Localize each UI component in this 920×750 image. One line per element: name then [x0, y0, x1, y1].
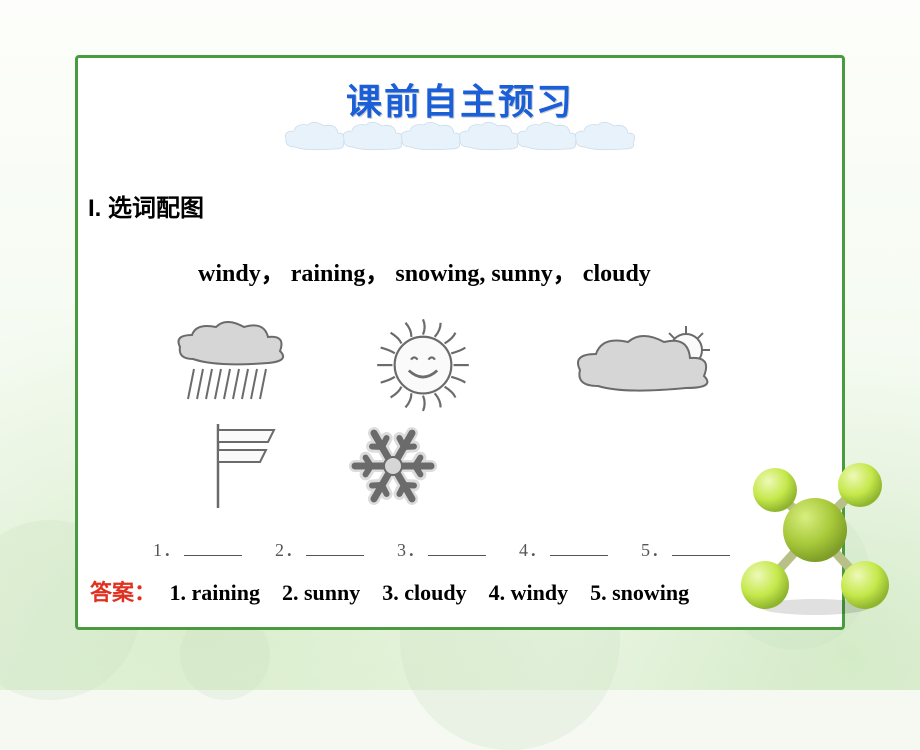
blank-number: 5．	[641, 540, 670, 560]
blank-number: 4．	[519, 540, 548, 560]
answer-item: 5. snowing	[590, 580, 689, 605]
icons-row-1	[168, 318, 768, 418]
answer-label: 答案：	[90, 580, 156, 605]
answer-row: 答案： 1. raining 2. sunny 3. cloudy 4. windy 5…	[90, 575, 689, 607]
answer-item: 4. windy	[489, 580, 568, 605]
answer-item: 3. cloudy	[382, 580, 466, 605]
blank-item: 4．	[519, 536, 608, 562]
word-bank: windy， raining， snowing, sunny， cloudy	[198, 253, 651, 288]
banner-title: 课前自主预习	[270, 73, 650, 125]
blank-number: 3．	[397, 540, 426, 560]
windy-icon	[188, 416, 288, 521]
blank-number: 1．	[153, 540, 182, 560]
banner: 课前自主预习	[270, 73, 650, 155]
blanks-row: 1． 2． 3． 4． 5．	[153, 536, 730, 562]
raining-icon	[168, 321, 298, 416]
answer-item: 1. raining	[170, 580, 260, 605]
blank-line	[184, 555, 242, 556]
content-card: 课前自主预习 I. 选词配图 windy， raining， snowing, …	[75, 55, 845, 630]
section-header: I. 选词配图	[88, 188, 204, 223]
blank-item: 5．	[641, 536, 730, 562]
blank-line	[306, 555, 364, 556]
blank-line	[672, 555, 730, 556]
blank-item: 1．	[153, 536, 242, 562]
banner-clouds	[270, 121, 650, 155]
blank-line	[550, 555, 608, 556]
cloudy-icon	[568, 326, 728, 411]
blank-line	[428, 555, 486, 556]
blank-number: 2．	[275, 540, 304, 560]
sunny-icon	[363, 316, 483, 419]
cloud-icon	[570, 121, 640, 155]
answer-item: 2. sunny	[282, 580, 360, 605]
blank-item: 2．	[275, 536, 364, 562]
blank-item: 3．	[397, 536, 486, 562]
molecule-decoration	[735, 435, 895, 615]
snowing-icon	[343, 416, 443, 521]
icons-row-2	[178, 418, 578, 518]
